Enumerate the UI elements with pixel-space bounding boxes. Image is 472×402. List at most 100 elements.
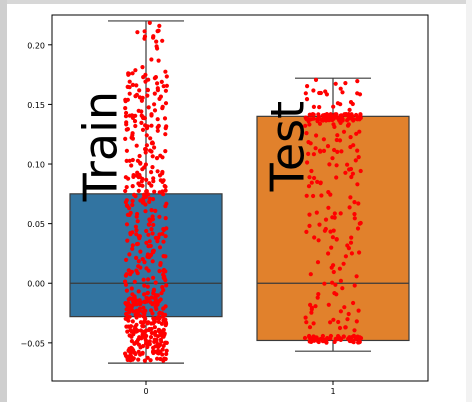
data-point xyxy=(304,320,309,325)
data-point xyxy=(149,330,154,336)
annotation-label: Train xyxy=(74,91,128,202)
data-point xyxy=(326,302,331,307)
data-point xyxy=(303,123,308,128)
data-point xyxy=(331,263,336,268)
data-point xyxy=(141,305,146,310)
data-point xyxy=(133,123,138,129)
data-point xyxy=(133,94,138,99)
data-point xyxy=(331,269,336,275)
data-point xyxy=(159,339,164,344)
data-point xyxy=(346,311,351,317)
data-point xyxy=(350,171,355,176)
data-point xyxy=(316,292,321,297)
data-point xyxy=(133,224,138,229)
data-point xyxy=(152,325,157,330)
data-point xyxy=(326,190,331,195)
data-point xyxy=(128,324,134,329)
data-point xyxy=(345,162,350,167)
data-point xyxy=(137,308,142,313)
data-point xyxy=(314,133,319,138)
data-point xyxy=(124,148,129,153)
data-point xyxy=(152,108,158,113)
data-point xyxy=(317,148,323,153)
data-point xyxy=(144,126,150,131)
data-point xyxy=(124,158,129,163)
data-point xyxy=(152,318,157,323)
data-point xyxy=(155,334,161,339)
data-point xyxy=(136,188,141,193)
data-point xyxy=(155,128,160,133)
data-point xyxy=(340,118,345,123)
data-point xyxy=(333,282,338,287)
data-point xyxy=(311,104,316,109)
data-point xyxy=(156,348,161,353)
y-tick-label: 0.00 xyxy=(27,280,45,289)
data-point xyxy=(349,251,354,256)
data-point xyxy=(126,268,131,273)
data-point xyxy=(317,105,322,110)
data-point xyxy=(323,226,328,232)
data-point xyxy=(123,114,129,119)
data-point xyxy=(161,275,166,280)
data-point xyxy=(142,36,147,41)
data-point xyxy=(307,112,312,117)
x-tick-label: 1 xyxy=(330,387,335,396)
data-point xyxy=(144,189,149,194)
data-point xyxy=(153,293,158,298)
data-point xyxy=(352,216,357,221)
data-point xyxy=(309,180,314,185)
data-point xyxy=(308,302,313,307)
data-point xyxy=(134,255,139,260)
data-point xyxy=(163,234,168,239)
data-point xyxy=(146,222,151,227)
data-point xyxy=(327,162,332,167)
data-point xyxy=(341,129,347,134)
data-point xyxy=(155,29,160,34)
data-point xyxy=(305,84,310,89)
window-frame-left xyxy=(0,0,7,402)
data-point xyxy=(148,358,153,363)
data-point xyxy=(143,341,149,346)
data-point xyxy=(142,260,147,265)
y-tick-label: 0.20 xyxy=(27,41,45,50)
data-point xyxy=(345,317,350,322)
data-point xyxy=(148,300,153,305)
data-point xyxy=(321,137,326,142)
data-point xyxy=(145,355,150,360)
data-point xyxy=(163,254,168,259)
data-point xyxy=(150,140,155,145)
data-point xyxy=(150,197,156,202)
data-point xyxy=(142,116,147,121)
data-point xyxy=(315,179,320,184)
data-point xyxy=(328,336,333,341)
data-point xyxy=(149,321,154,326)
data-point xyxy=(143,147,149,152)
data-point xyxy=(161,239,166,244)
data-point xyxy=(350,113,355,118)
data-point xyxy=(307,212,312,217)
data-point xyxy=(312,235,317,240)
data-point xyxy=(317,222,322,227)
data-point xyxy=(157,342,163,348)
data-point xyxy=(303,315,308,320)
data-point xyxy=(134,339,140,344)
data-point xyxy=(330,280,335,285)
data-point xyxy=(352,200,357,205)
data-point xyxy=(160,38,165,43)
data-point xyxy=(340,286,345,291)
data-point xyxy=(163,340,168,345)
data-point xyxy=(357,92,363,97)
data-point xyxy=(338,278,343,283)
data-point xyxy=(334,175,339,180)
data-point xyxy=(143,333,148,338)
data-point xyxy=(155,46,160,51)
data-point xyxy=(355,148,360,153)
data-point xyxy=(161,272,166,277)
data-point xyxy=(123,316,128,321)
data-point xyxy=(130,246,135,251)
data-point xyxy=(163,269,168,274)
data-point xyxy=(151,179,156,184)
data-point xyxy=(347,205,352,210)
data-point xyxy=(128,349,133,354)
